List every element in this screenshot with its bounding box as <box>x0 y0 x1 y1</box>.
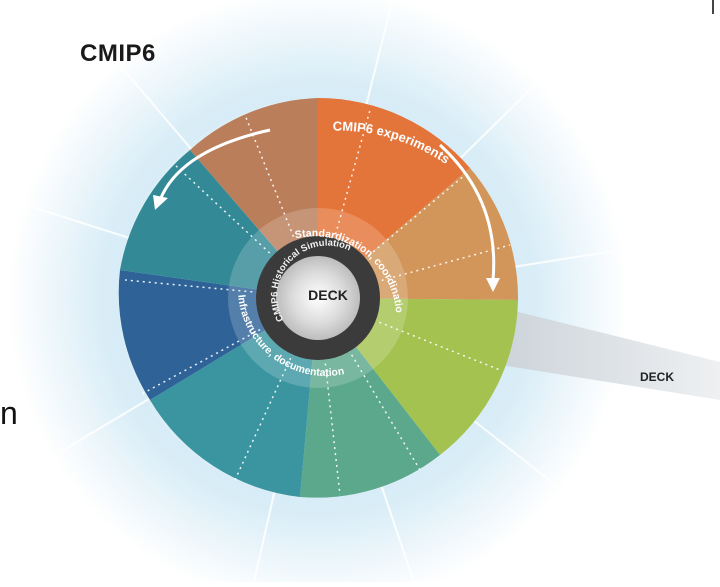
deck-band-label: DECK <box>640 370 675 384</box>
arrow-clockwise <box>438 143 496 281</box>
edge-mark <box>712 0 714 14</box>
arrow-counterclockwise-head <box>153 195 168 210</box>
core-center <box>276 256 360 340</box>
arrow-clockwise-head <box>486 278 500 292</box>
deck-center-label: DECK <box>308 287 348 303</box>
cropped-edge-text: n <box>0 395 18 431</box>
figure-title: CMIP6 <box>80 40 156 67</box>
deck-band <box>470 300 720 400</box>
arrow-counterclockwise <box>158 128 271 201</box>
